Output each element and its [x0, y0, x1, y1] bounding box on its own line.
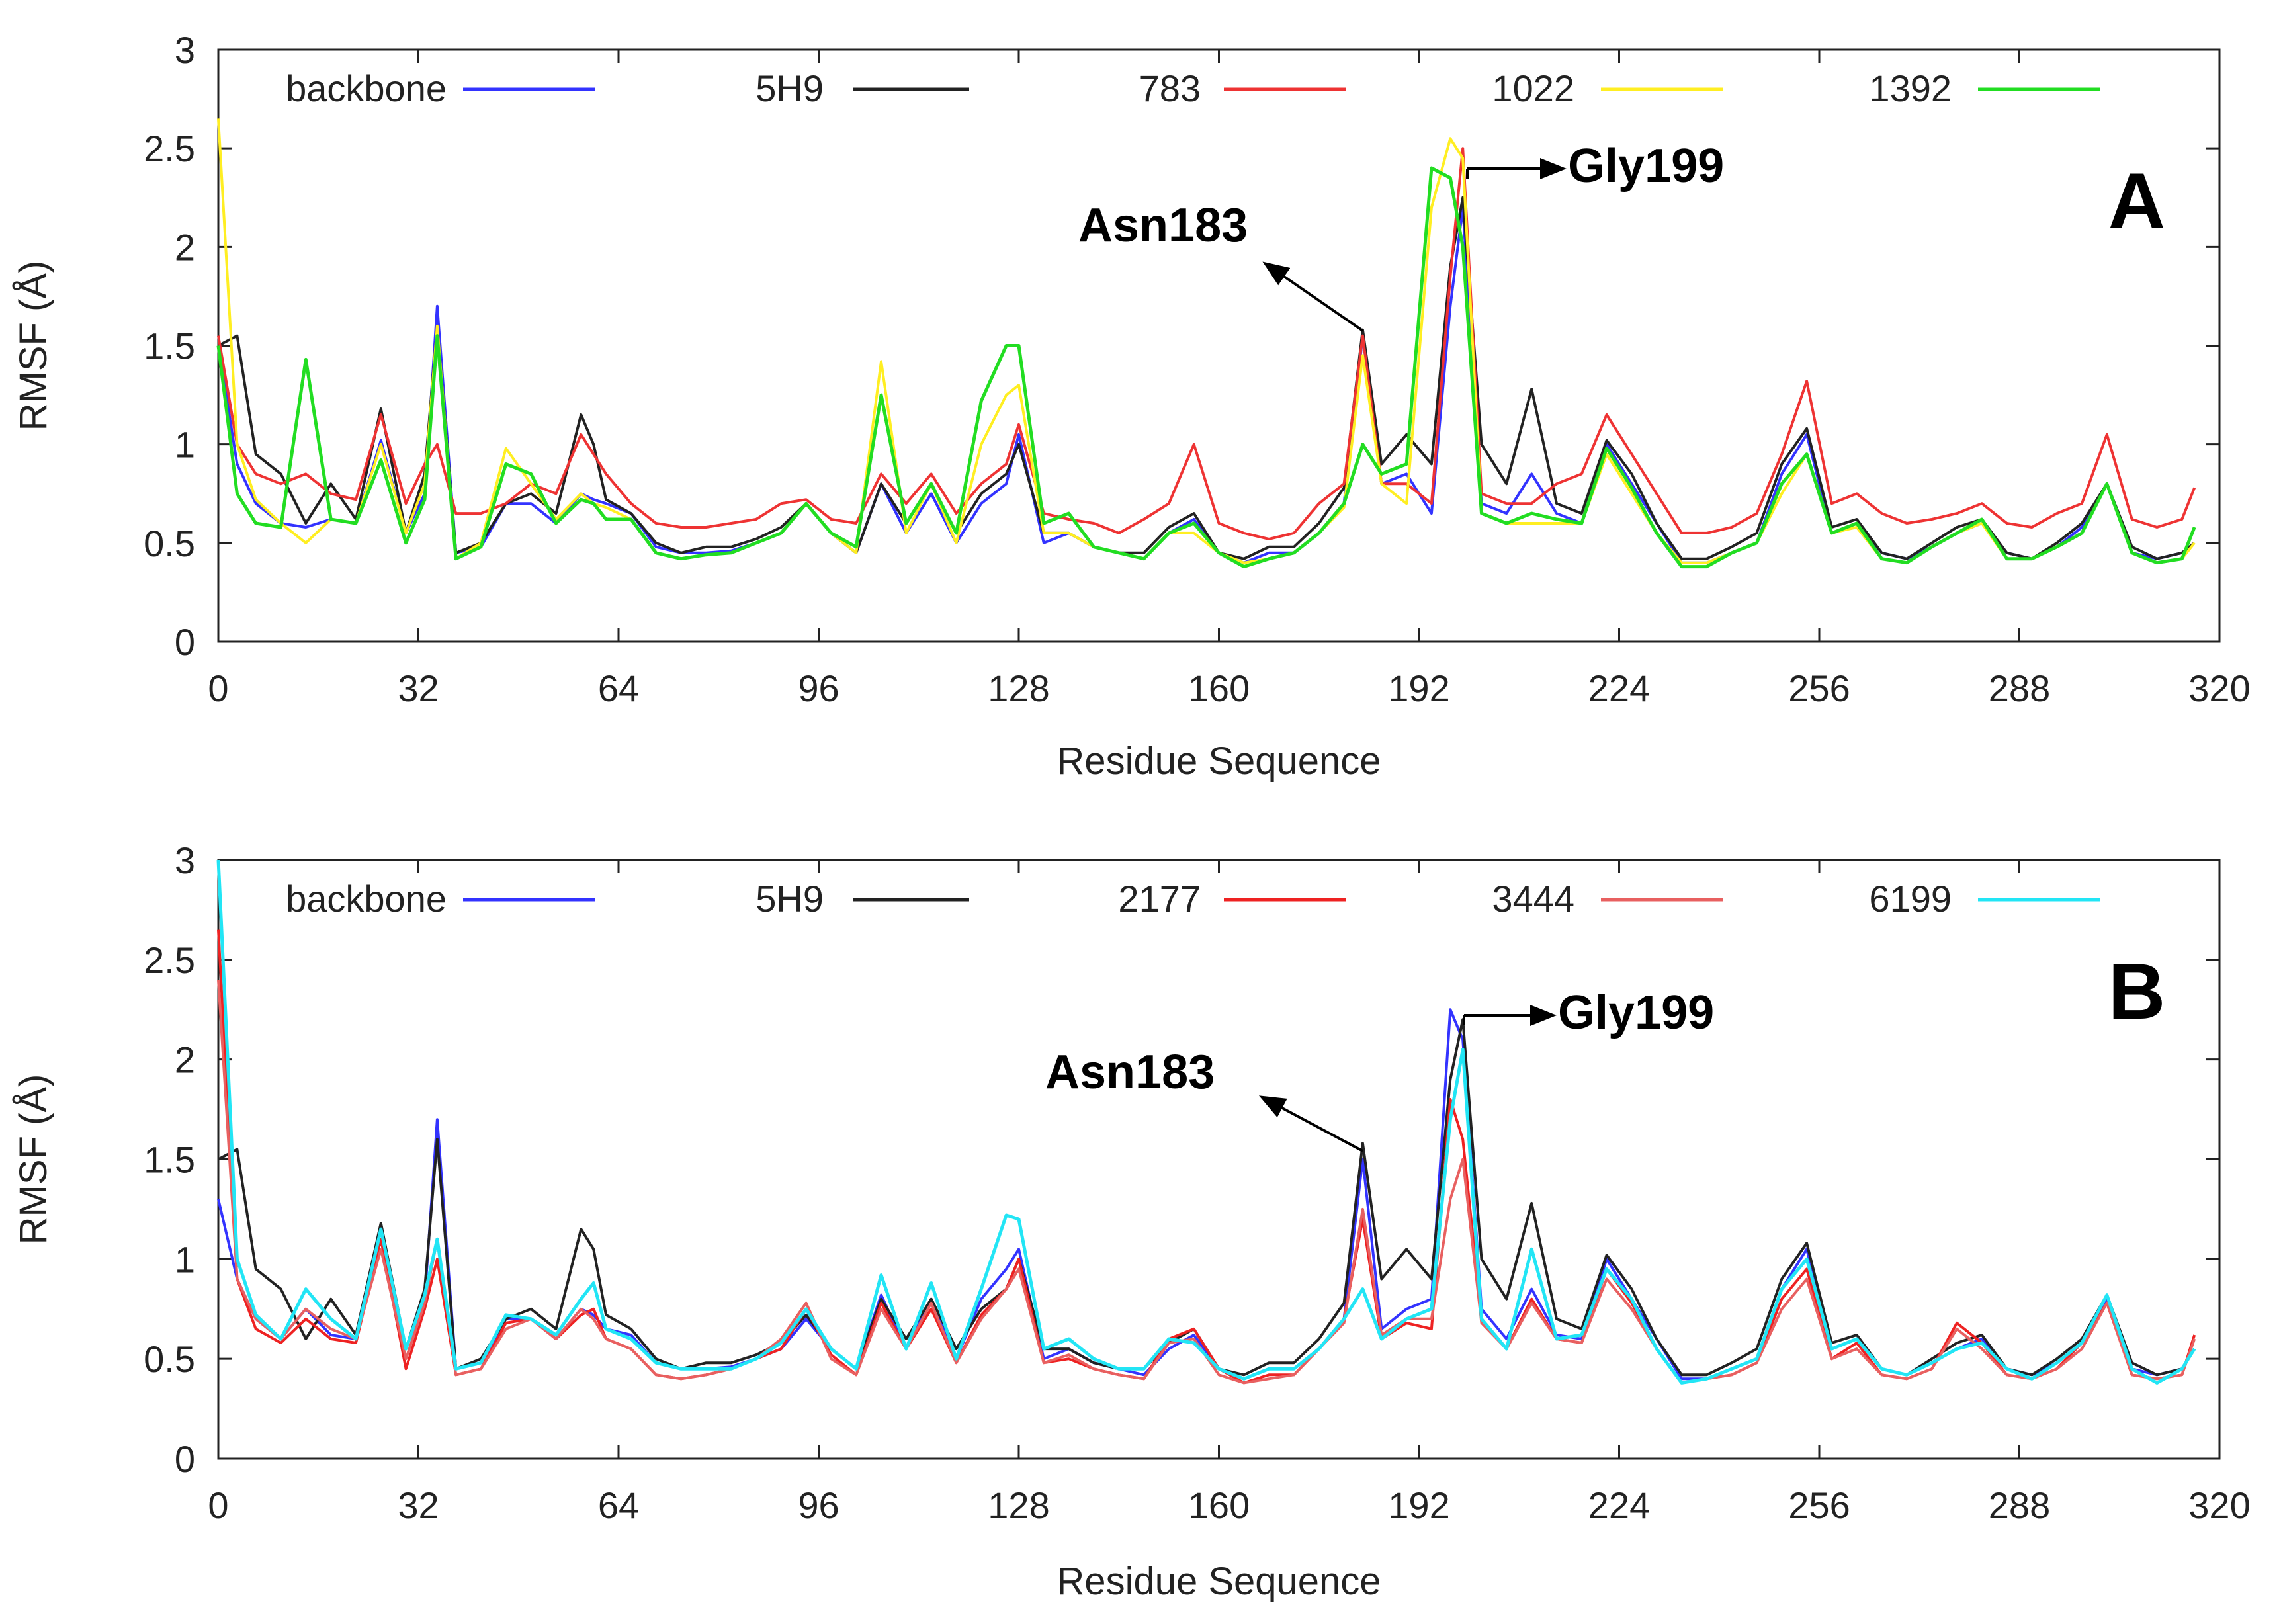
annotation-asn183: Asn183	[1078, 199, 1248, 252]
series-line-1392	[216, 166, 2196, 569]
x-tick-label: 160	[1188, 667, 1250, 709]
y-tick-label: 2	[175, 1039, 195, 1081]
legend-label-2177: 2177	[1118, 878, 1201, 919]
y-axis-title: RMSF (Å)	[12, 1074, 55, 1245]
x-tick-label: 192	[1388, 1484, 1449, 1526]
y-tick-label: 3	[175, 29, 195, 71]
y-tick-label: 3	[175, 839, 195, 881]
y-tick-label: 0	[175, 621, 195, 663]
annotation-asn183: Asn183	[1045, 1046, 1215, 1099]
annotation-gly199: Gly199	[1568, 140, 1724, 192]
x-axis-title: Residue Sequence	[1056, 740, 1381, 783]
series-line-5H9	[218, 196, 2196, 560]
y-tick-label: 1	[175, 1238, 195, 1280]
x-tick-label: 224	[1588, 667, 1650, 709]
legend-label-5H9: 5H9	[755, 878, 824, 919]
legend-label-3444: 3444	[1492, 878, 1574, 919]
y-tick-label: 0	[175, 1438, 195, 1480]
panel-label: A	[2108, 157, 2166, 245]
x-tick-label: 96	[798, 667, 839, 709]
series-line-1022	[217, 118, 2196, 564]
x-axis-title: Residue Sequence	[1056, 1560, 1381, 1603]
x-tick-label: 64	[598, 1484, 639, 1526]
y-tick-label: 1.5	[144, 1139, 195, 1181]
annotation-arrow-asn183	[1258, 1095, 1363, 1152]
legend-label-783: 783	[1139, 67, 1201, 109]
panel-label: B	[2108, 947, 2166, 1036]
x-tick-label: 288	[1989, 667, 2050, 709]
x-tick-label: 192	[1388, 667, 1449, 709]
y-axis-title: RMSF (Å)	[12, 261, 55, 431]
x-tick-label: 32	[398, 1484, 439, 1526]
legend-label-backbone: backbone	[286, 67, 447, 109]
y-tick-label: 1	[175, 424, 195, 466]
annotation-arrow-asn183	[1262, 261, 1364, 332]
x-tick-label: 128	[988, 1484, 1049, 1526]
x-tick-label: 128	[988, 667, 1049, 709]
legend-label-5H9: 5H9	[755, 67, 824, 109]
series-line-backbone	[217, 206, 2196, 564]
annotation-gly199: Gly199	[1558, 986, 1714, 1039]
x-tick-label: 288	[1989, 1484, 2050, 1526]
x-tick-label: 32	[398, 667, 439, 709]
x-tick-label: 0	[208, 1484, 228, 1526]
panel-a-chart: 0 0.5 1 1.5 2 2.5 3 0 32 64 96 128 160 192 224 256 288 32…	[12, 29, 2251, 783]
x-tick-label: 96	[798, 1484, 839, 1526]
y-tick-label: 1.5	[144, 325, 195, 367]
y-tick-label: 0.5	[144, 523, 195, 564]
x-tick-label: 64	[598, 667, 639, 709]
y-tick-label: 2.5	[144, 128, 195, 169]
x-tick-label: 320	[2188, 1484, 2250, 1526]
y-tick-label: 2.5	[144, 939, 195, 981]
legend-label-1022: 1022	[1492, 67, 1574, 109]
panel-b-chart: 0 0.5 1 1.5 2 2.5 3 0 32 64 96 128 160 192 224 256 288 32…	[12, 839, 2251, 1603]
y-tick-label: 2	[175, 226, 195, 268]
x-tick-label: 256	[1788, 667, 1850, 709]
x-tick-label: 0	[208, 667, 228, 709]
x-tick-label: 320	[2188, 667, 2250, 709]
x-tick-label: 256	[1788, 1484, 1850, 1526]
y-tick-label: 0.5	[144, 1338, 195, 1380]
series-line-6199	[216, 859, 2196, 1385]
legend-label-6199: 6199	[1869, 878, 1952, 919]
x-tick-label: 160	[1188, 1484, 1250, 1526]
x-tick-label: 224	[1588, 1484, 1650, 1526]
legend-label-backbone: backbone	[286, 878, 447, 919]
legend-label-1392: 1392	[1869, 67, 1952, 109]
